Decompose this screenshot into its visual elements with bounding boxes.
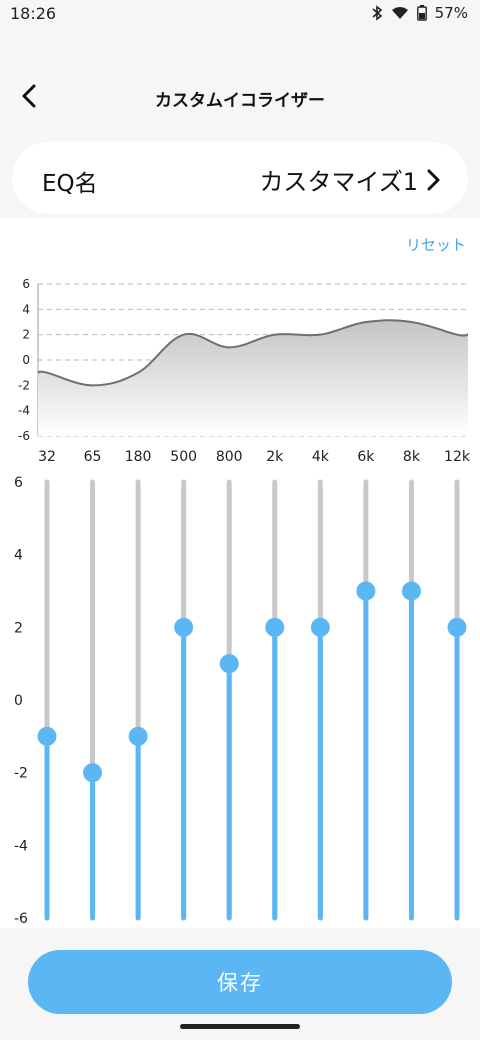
slider-y-label: -2	[14, 766, 28, 782]
battery-percent: 57%	[434, 4, 468, 22]
eq-slider-8k[interactable]	[401, 479, 421, 921]
eq-slider-2k[interactable]	[265, 479, 285, 921]
slider-thumb[interactable]	[128, 726, 148, 746]
chevron-right-icon	[427, 169, 440, 190]
eq-slider-800[interactable]	[219, 479, 239, 921]
curve-y-tick: -2	[18, 378, 30, 392]
eq-slider-65[interactable]	[83, 479, 103, 921]
equalizer-panel: リセット 6 4 2 0 -2 -4 -6 32 65 180 500 800 2k 4k 6k 8k 12k…	[0, 218, 480, 928]
save-area: 保存	[0, 928, 480, 1040]
band-label: 12k	[444, 449, 471, 465]
bluetooth-icon	[371, 5, 383, 21]
slider-thumb[interactable]	[83, 763, 103, 783]
slider-thumb[interactable]	[310, 617, 330, 637]
eq-slider-180[interactable]	[128, 479, 148, 921]
eq-name-value: カスタマイズ1	[259, 168, 418, 196]
status-bar: 18:26 57%	[0, 0, 480, 28]
band-label: 2k	[266, 449, 284, 465]
band-label: 6k	[357, 449, 375, 465]
slider-thumb[interactable]	[37, 726, 57, 746]
battery-icon	[416, 5, 427, 21]
slider-y-label: 6	[14, 475, 23, 491]
eq-slider-12k[interactable]	[447, 479, 467, 921]
save-button[interactable]: 保存	[28, 950, 452, 1014]
curve-y-tick: -6	[18, 429, 30, 443]
band-label: 32	[38, 449, 56, 465]
slider-y-label: 2	[14, 620, 23, 636]
band-label: 65	[84, 449, 102, 465]
header: カスタムイコライザー	[0, 62, 480, 132]
curve-y-tick: 2	[22, 328, 30, 342]
curve-y-tick: -4	[18, 404, 30, 418]
band-label: 800	[216, 449, 243, 465]
eq-slider-4k[interactable]	[310, 479, 330, 921]
reset-button[interactable]: リセット	[405, 236, 466, 254]
eq-slider-500[interactable]	[174, 479, 194, 921]
slider-thumb[interactable]	[219, 654, 239, 674]
curve-y-tick: 0	[22, 353, 30, 367]
slider-y-label: 4	[14, 548, 23, 564]
eq-slider-32[interactable]	[37, 479, 57, 921]
slider-thumb[interactable]	[447, 617, 467, 637]
page-title: カスタムイコライザー	[155, 91, 325, 111]
eq-slider-6k[interactable]	[356, 479, 376, 921]
slider-y-label: -4	[14, 838, 28, 854]
slider-thumb[interactable]	[265, 617, 285, 637]
chevron-left-icon	[22, 84, 36, 108]
slider-y-label: -6	[14, 911, 28, 927]
home-indicator	[180, 1024, 300, 1029]
slider-thumb[interactable]	[356, 581, 376, 601]
eq-name-label: EQ名	[42, 171, 98, 197]
eq-sliders: 6 4 2 0 -2 -4 -6	[14, 475, 467, 927]
eq-curve-line	[37, 319, 469, 387]
band-label: 180	[125, 449, 152, 465]
curve-y-tick: 6	[22, 277, 30, 291]
band-label: 8k	[403, 449, 421, 465]
eq-name-row[interactable]: EQ名 カスタマイズ1	[12, 142, 468, 214]
eq-curve-chart: 6 4 2 0 -2 -4 -6 32 65 180 500 800 2k 4k 6k 8k 12k	[18, 277, 471, 465]
wifi-icon	[391, 6, 409, 20]
slider-y-label: 0	[14, 693, 23, 709]
band-label: 500	[170, 449, 197, 465]
eq-curve-area	[38, 320, 468, 436]
back-button[interactable]	[14, 80, 46, 112]
curve-y-tick: 4	[22, 302, 30, 316]
status-time: 18:26	[10, 4, 57, 23]
slider-thumb[interactable]	[174, 617, 194, 637]
status-icons: 57%	[371, 4, 468, 22]
band-label: 4k	[312, 449, 330, 465]
slider-thumb[interactable]	[401, 581, 421, 601]
